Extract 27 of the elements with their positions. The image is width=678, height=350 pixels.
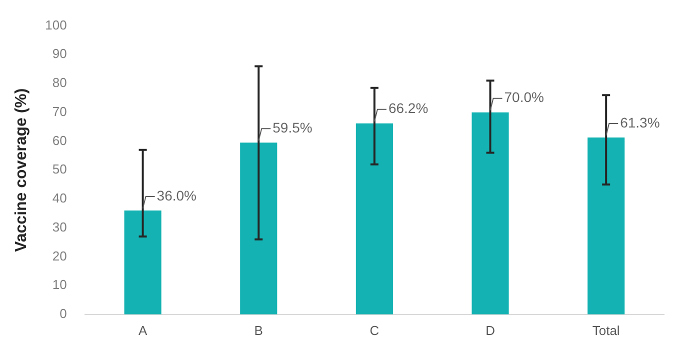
x-tick-label: B [254, 322, 263, 338]
y-tick-label: 30 [52, 219, 67, 234]
y-tick-label: 90 [52, 46, 67, 62]
x-tick-label: C [370, 322, 380, 338]
y-tick-label: 50 [52, 162, 67, 177]
bar [472, 112, 509, 314]
data-label: 59.5% [272, 120, 312, 136]
y-tick-label: 10 [52, 277, 67, 292]
bar [124, 210, 162, 314]
y-tick-label: 0 [60, 306, 67, 321]
data-label: 70.0% [504, 89, 544, 106]
y-tick-label: 40 [52, 190, 67, 206]
data-label: 66.2% [388, 100, 428, 116]
y-tick-label: 20 [52, 248, 67, 264]
y-tick-label: 70 [52, 104, 67, 119]
data-label: 61.3% [620, 114, 660, 130]
bar [240, 142, 278, 314]
y-tick-label: 60 [52, 132, 67, 148]
y-axis-title: Vaccine coverage (%) [13, 88, 30, 252]
data-label: 36.0% [156, 187, 197, 204]
y-tick-label: 80 [52, 75, 67, 90]
x-tick-label: Total [592, 322, 620, 338]
y-tick-label: 100 [45, 17, 67, 32]
x-tick-label: D [486, 322, 495, 338]
bar [588, 137, 625, 314]
bar [356, 123, 393, 314]
x-tick-label: A [138, 322, 148, 338]
